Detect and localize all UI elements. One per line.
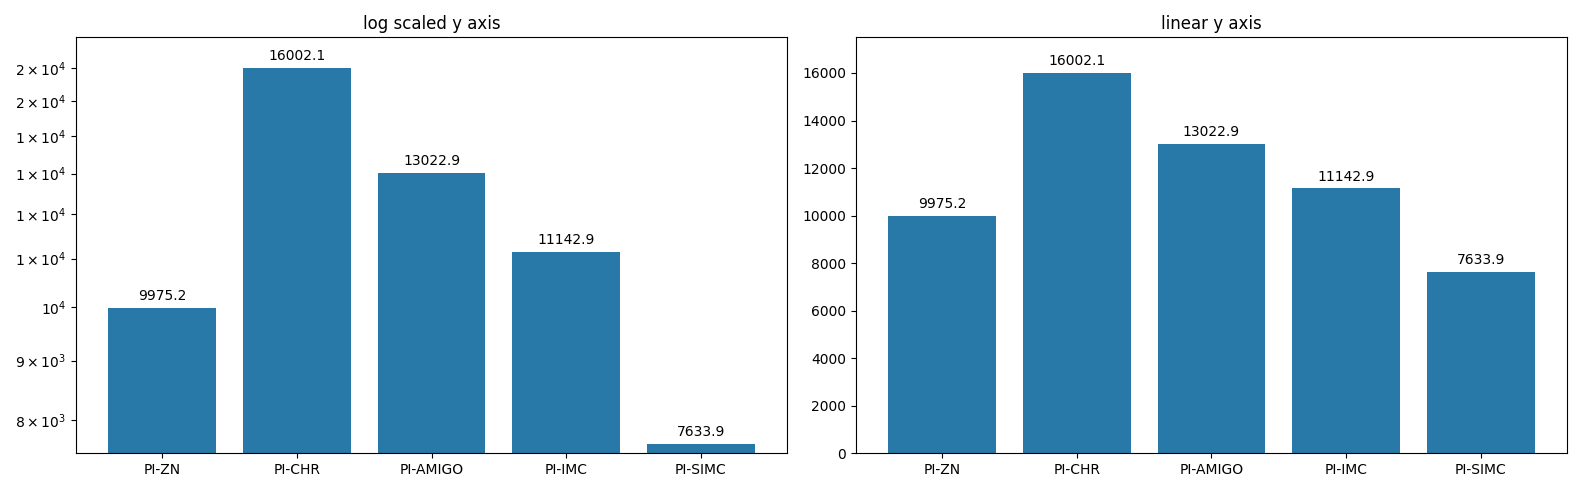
Text: 11142.9: 11142.9 (1318, 170, 1375, 184)
Text: 13022.9: 13022.9 (403, 154, 460, 168)
Bar (378, 173, 486, 492)
Title: log scaled y axis: log scaled y axis (362, 15, 500, 33)
Bar (647, 444, 755, 492)
Bar (1024, 73, 1131, 453)
Text: 16002.1: 16002.1 (1049, 54, 1106, 68)
Text: 11142.9: 11142.9 (538, 233, 595, 247)
Bar (108, 308, 217, 492)
Bar (513, 252, 620, 492)
Text: 7633.9: 7633.9 (1457, 253, 1504, 267)
Text: 9975.2: 9975.2 (138, 289, 187, 303)
Text: 16002.1: 16002.1 (269, 49, 326, 63)
Text: 13022.9: 13022.9 (1183, 125, 1240, 139)
Bar (1158, 144, 1266, 453)
Text: 7633.9: 7633.9 (677, 425, 725, 439)
Bar (1427, 272, 1535, 453)
Title: linear y axis: linear y axis (1161, 15, 1262, 33)
Text: 9975.2: 9975.2 (918, 197, 967, 212)
Bar (888, 216, 997, 453)
Bar (244, 68, 351, 492)
Bar (1292, 188, 1400, 453)
